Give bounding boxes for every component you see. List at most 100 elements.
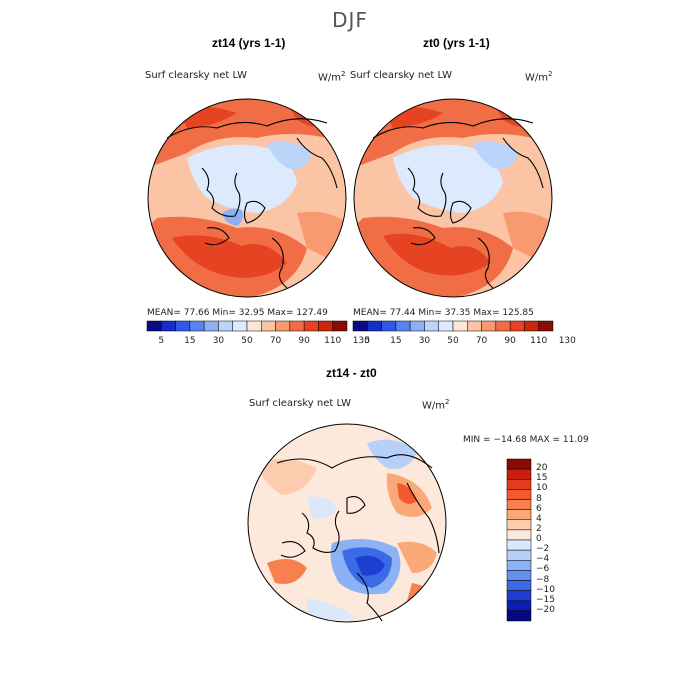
colorbar-swatch <box>506 580 532 591</box>
colorbar-swatch <box>506 519 532 531</box>
panel-2-field-label: Surf clearsky net LW <box>350 70 453 81</box>
warm-anomaly-1 <box>257 459 317 495</box>
map-border <box>353 98 553 298</box>
colorbar-tick-label: 130 <box>558 336 576 346</box>
colorbar-swatch <box>506 489 532 500</box>
colorbar-swatch <box>367 320 382 332</box>
colorbar-tick-label: 15 <box>536 473 548 484</box>
colorbar-tick-label: −6 <box>536 564 550 575</box>
colorbar-tick-label: 90 <box>298 336 310 346</box>
colorbar-swatch <box>289 320 305 332</box>
colorbar-tick-label: 110 <box>530 336 548 346</box>
colorbar-swatch <box>232 320 248 332</box>
warm-anomaly-5 <box>407 583 442 608</box>
panel-2-units: W/m2 <box>525 70 553 84</box>
colorbar-tick-label: −15 <box>536 594 555 605</box>
colorbar-tick-label: 50 <box>447 336 459 346</box>
panel-3-polar-map <box>247 423 447 623</box>
colorbar-tick-label: 20 <box>536 463 548 474</box>
colorbar-tick-label: 8 <box>536 493 542 504</box>
colorbar-swatch <box>506 509 532 520</box>
cool-anomaly-2 <box>307 496 337 520</box>
colorbar-swatch <box>175 320 191 332</box>
colorbar-swatch <box>506 610 532 622</box>
cool-anomaly-1 <box>367 439 417 469</box>
panel-1-stats: MEAN= 77.66 Min= 32.95 Max= 127.49 <box>147 308 328 318</box>
colorbar-swatch <box>395 320 411 332</box>
colorbar-swatch <box>467 320 482 332</box>
colorbar-swatch <box>506 570 532 581</box>
panel-3-title: zt14 - zt0 <box>326 366 377 380</box>
colorbar-swatch <box>481 320 497 332</box>
colorbar-tick-label: 10 <box>536 483 548 494</box>
colorbar-tick-label: −10 <box>536 584 555 595</box>
colorbar-swatch <box>189 320 205 332</box>
cool-anomaly-4 <box>307 598 357 622</box>
panel-1-colorbar <box>146 320 348 332</box>
coastlines <box>372 118 544 289</box>
map-border <box>147 98 347 298</box>
cool-anomaly-3-peak <box>355 555 385 576</box>
colorbar-swatch <box>538 320 554 332</box>
panel-2-stats: MEAN= 77.44 Min= 37.35 Max= 125.85 <box>353 308 534 318</box>
colorbar-swatch <box>424 320 439 332</box>
colorbar-tick-label: 5 <box>158 336 165 346</box>
colorbar-swatch <box>524 320 539 332</box>
colorbar-swatch <box>495 320 511 332</box>
colorbar-tick-label: 0 <box>536 534 542 544</box>
colorbar-swatch <box>506 468 532 480</box>
cool-region-arctic <box>187 144 297 213</box>
map-border <box>247 423 447 623</box>
colorbar-swatch <box>146 320 162 332</box>
colorbar-swatch <box>409 320 425 332</box>
colorbar-tick-label: 90 <box>504 336 516 346</box>
colorbar-swatch <box>509 320 525 332</box>
colorbar-swatch <box>506 458 532 470</box>
cool-region-siberia <box>473 141 518 169</box>
colorbar-tick-label: 30 <box>212 336 225 346</box>
colorbar-tick-label: 4 <box>536 513 542 524</box>
colorbar-swatch <box>203 320 219 332</box>
colorbar-tick-label: 15 <box>184 336 196 346</box>
colorbar-tick-label: 2 <box>536 523 542 534</box>
colorbar-tick-label: 5 <box>364 336 371 346</box>
colorbar-swatch <box>275 320 291 332</box>
colorbar-swatch <box>218 320 233 332</box>
panel-2-colorbar <box>352 320 554 332</box>
warm-anomaly-3 <box>267 559 307 584</box>
colorbar-swatch <box>506 590 532 601</box>
colorbar-tick-label: 70 <box>475 336 488 346</box>
colorbar-swatch <box>318 320 333 332</box>
colorbar-swatch <box>381 320 397 332</box>
colorbar-swatch <box>506 499 532 510</box>
colorbar-tick-label: −8 <box>536 574 550 585</box>
colorbar-swatch <box>303 320 319 332</box>
colorbar-swatch <box>332 320 348 332</box>
colorbar-swatch <box>246 320 262 332</box>
panel-3-units: W/m2 <box>422 398 450 412</box>
colorbar-swatch <box>506 560 532 571</box>
colorbar-swatch <box>438 320 454 332</box>
colorbar-swatch <box>452 320 468 332</box>
colorbar-tick-label: −20 <box>536 604 555 615</box>
colorbar-swatch <box>161 320 176 332</box>
warm-anomaly-4 <box>397 541 437 573</box>
colorbar-swatch <box>506 600 532 612</box>
cool-region-greenland <box>222 208 243 226</box>
panel-1-title: zt14 (yrs 1-1) <box>212 36 286 50</box>
coastlines <box>166 118 338 289</box>
panel-1-units: W/m2 <box>318 70 346 84</box>
panel-1-field-label: Surf clearsky net LW <box>145 70 248 81</box>
coastlines <box>276 454 440 622</box>
colorbar-tick-label: 30 <box>418 336 431 346</box>
cool-region-siberia <box>267 141 312 169</box>
colorbar-tick-label: 70 <box>269 336 282 346</box>
colorbar-tick-label: −2 <box>536 544 550 555</box>
panel-2-title: zt0 (yrs 1-1) <box>423 36 490 50</box>
colorbar-swatch <box>261 320 276 332</box>
cool-region-arctic <box>393 144 503 213</box>
colorbar-tick-label: 110 <box>324 336 342 346</box>
page-title: DJF <box>332 8 368 32</box>
colorbar-tick-label: 50 <box>241 336 253 346</box>
panel-2-polar-map <box>353 98 553 298</box>
